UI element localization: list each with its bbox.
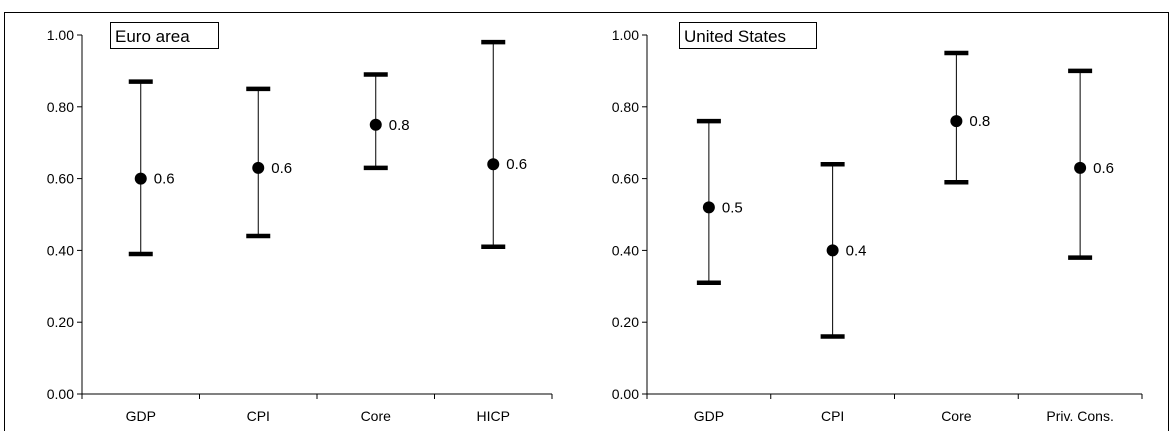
united-states-title-box <box>679 22 817 49</box>
united-states-priv-cons-value-label: 0.6 <box>1093 160 1114 177</box>
united-states-cpi-marker <box>826 244 839 257</box>
euro-area-hicp-marker <box>487 158 500 171</box>
united-states-gdp-value-label: 0.5 <box>722 199 743 216</box>
euro-area-hicp-value-label: 0.6 <box>506 156 527 173</box>
united-states-cpi-value-label: 0.4 <box>846 242 867 259</box>
euro-area-gdp-marker <box>134 172 147 185</box>
euro-area-cpi-value-label: 0.6 <box>271 160 292 177</box>
united-states-category-label: CPI <box>821 408 844 424</box>
united-states-y-tick-label: 0.20 <box>612 314 639 330</box>
euro-area-y-tick-label: 0.80 <box>47 99 74 115</box>
united-states-category-label: Core <box>941 408 972 424</box>
united-states-priv-cons-marker <box>1074 161 1087 174</box>
united-states-core-marker <box>950 115 963 128</box>
euro-area-y-tick-label: 0.40 <box>47 242 74 258</box>
euro-area-category-label: Core <box>361 408 392 424</box>
united-states-y-tick-label: 0.60 <box>612 171 639 187</box>
euro-area-y-tick-label: 0.20 <box>47 314 74 330</box>
united-states-category-label: Priv. Cons. <box>1046 408 1113 424</box>
united-states-gdp-marker <box>702 201 715 214</box>
united-states-core-value-label: 0.8 <box>969 113 990 130</box>
united-states-y-tick-label: 0.00 <box>612 386 639 402</box>
euro-area-category-label: CPI <box>247 408 270 424</box>
euro-area-gdp-value-label: 0.6 <box>154 171 175 188</box>
euro-area-y-tick-label: 1.00 <box>47 27 74 43</box>
united-states-y-tick-label: 0.40 <box>612 242 639 258</box>
euro-area-y-tick-label: 0.60 <box>47 171 74 187</box>
euro-area-y-tick-label: 0.00 <box>47 386 74 402</box>
euro-area-category-label: GDP <box>126 408 156 424</box>
euro-area-category-label: HICP <box>477 408 510 424</box>
euro-area-cpi-marker <box>252 161 265 174</box>
united-states-title: United States <box>684 27 786 46</box>
united-states-y-tick-label: 1.00 <box>612 27 639 43</box>
united-states-panel: 0.00 0.20 0.40 0.60 0.80 1.00 GDP CPI Core Priv. … <box>612 22 1143 424</box>
euro-area-title-box <box>110 22 219 49</box>
euro-area-core-value-label: 0.8 <box>389 117 410 134</box>
euro-area-title: Euro area <box>115 27 190 46</box>
figure-frame <box>4 12 1169 431</box>
united-states-category-label: GDP <box>694 408 724 424</box>
euro-area-panel: 0.00 0.20 0.40 0.60 0.80 1.00 GDP CPI Core HICP 0.… <box>47 22 553 424</box>
euro-area-core-marker <box>369 118 382 131</box>
united-states-y-tick-label: 0.80 <box>612 99 639 115</box>
